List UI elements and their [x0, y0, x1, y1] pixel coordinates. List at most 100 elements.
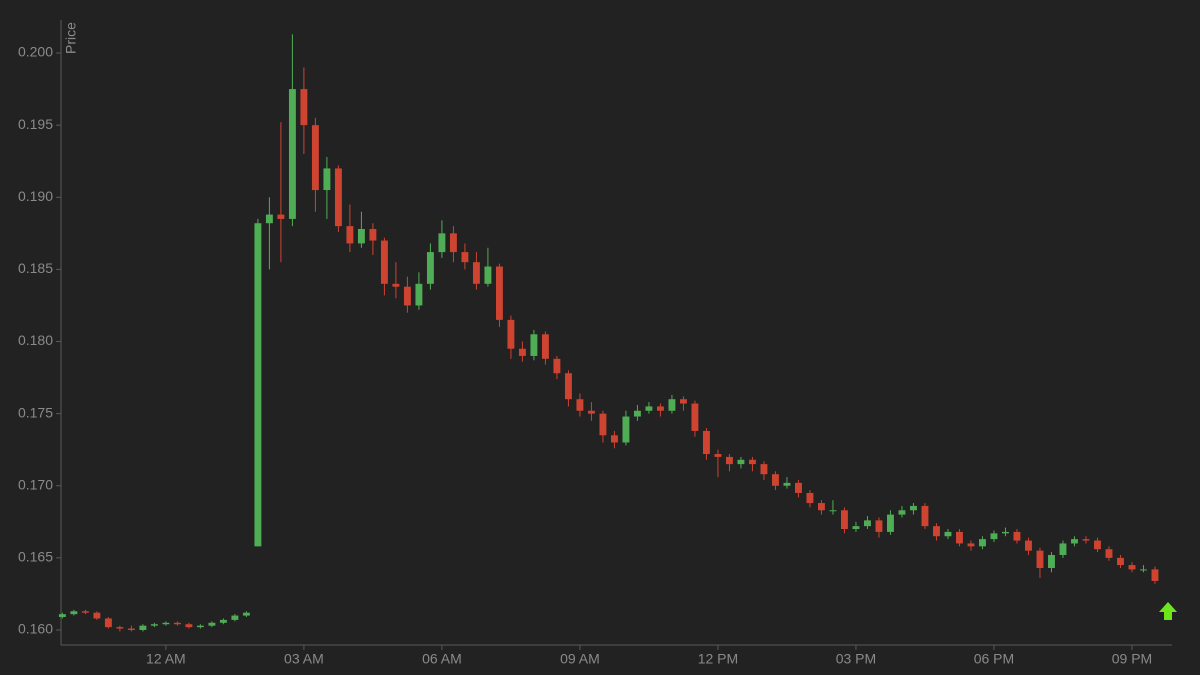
y-tick-label: 0.185 — [18, 260, 53, 276]
candle-body — [357, 229, 365, 244]
candle-body — [1025, 540, 1032, 551]
candle-body — [564, 373, 572, 400]
candle-body — [93, 612, 101, 619]
candle-body — [817, 503, 825, 511]
candle-body — [231, 615, 239, 620]
trend-arrow-icon — [1159, 602, 1177, 620]
candle-body — [311, 125, 319, 191]
candle-body — [691, 403, 699, 431]
candle-body — [829, 510, 837, 512]
candle-body — [518, 348, 526, 356]
candle-body — [921, 505, 929, 527]
x-tick-label: 09 AM — [560, 651, 600, 667]
candle-body — [1036, 550, 1044, 568]
candle-body — [300, 89, 308, 126]
candle-body — [472, 262, 480, 284]
y-tick-label: 0.190 — [18, 188, 53, 204]
candle-body — [725, 456, 733, 465]
y-tick-label: 0.170 — [18, 476, 53, 492]
y-axis-label: Price — [63, 22, 79, 54]
candle-body — [58, 614, 66, 618]
candle-body — [679, 399, 687, 404]
candle-body — [173, 622, 181, 625]
candle-body — [104, 618, 112, 628]
candle-body — [990, 533, 998, 540]
candle-body — [771, 474, 779, 486]
candle-body — [956, 531, 963, 544]
candle-body — [277, 214, 285, 219]
candle-body — [852, 526, 860, 530]
candle-body — [265, 214, 273, 224]
candle-body — [495, 266, 503, 320]
candle-body — [887, 514, 894, 532]
candle-body — [461, 252, 469, 263]
candle-body — [219, 619, 227, 623]
candle-body — [334, 168, 342, 227]
candle-body — [599, 413, 607, 436]
candle-body — [748, 459, 756, 465]
candle-body — [70, 611, 78, 615]
candle-body — [1059, 543, 1067, 555]
candle-body — [484, 266, 492, 284]
candle-body — [668, 399, 676, 411]
candle-body — [944, 531, 952, 537]
candle-body — [656, 406, 664, 411]
candle-body — [426, 252, 434, 284]
candle-body — [116, 627, 124, 629]
candle-body — [1002, 531, 1009, 534]
x-tick-label: 12 PM — [698, 651, 738, 667]
candle-body — [127, 628, 135, 630]
y-tick-label: 0.175 — [18, 404, 53, 420]
candle-body — [737, 459, 745, 465]
candle-body — [208, 622, 216, 626]
candle-body — [783, 482, 791, 486]
candle-body — [185, 624, 193, 628]
candle-body — [346, 226, 354, 244]
candle-body — [541, 334, 549, 359]
candle-body — [898, 510, 906, 515]
candle-body — [1105, 549, 1113, 558]
candle-body — [841, 510, 848, 530]
y-tick-label: 0.165 — [18, 549, 53, 565]
candle-body — [553, 358, 561, 374]
candle-body — [933, 526, 940, 537]
candle-body — [864, 520, 871, 527]
candle-body — [910, 505, 917, 511]
candle-body — [967, 543, 975, 547]
x-tick-label: 09 PM — [1112, 651, 1152, 667]
candle-body — [610, 435, 618, 443]
candle-body — [415, 283, 423, 306]
candle-body — [81, 611, 89, 613]
candle-body — [150, 624, 158, 626]
candle-body — [633, 410, 641, 417]
x-tick-label: 06 AM — [422, 651, 462, 667]
candle-body — [1082, 539, 1090, 541]
y-tick-label: 0.160 — [18, 621, 53, 637]
candle-body — [323, 168, 331, 191]
candle-body — [162, 622, 170, 625]
candle-body — [576, 399, 584, 411]
y-tick-label: 0.180 — [18, 332, 53, 348]
candle-body — [806, 492, 814, 504]
candle-body — [794, 482, 802, 493]
candle-body — [242, 612, 250, 616]
candle-body — [760, 464, 768, 475]
candle-body — [1094, 540, 1101, 550]
candle-body — [403, 286, 411, 306]
y-tick-label: 0.200 — [18, 44, 53, 60]
candle-body — [1013, 531, 1021, 541]
candle-body — [392, 283, 400, 287]
candle-body — [139, 625, 147, 630]
candle-body — [1071, 539, 1078, 544]
candle-body — [714, 454, 722, 457]
x-tick-label: 12 AM — [146, 651, 186, 667]
candle-body — [530, 334, 538, 356]
candle-body — [645, 406, 653, 411]
candle-body — [254, 223, 262, 547]
candle-body — [1140, 569, 1147, 571]
candle-body — [449, 233, 457, 253]
y-tick-label: 0.195 — [18, 116, 53, 132]
x-tick-label: 03 PM — [836, 651, 876, 667]
candle-body — [196, 625, 204, 628]
